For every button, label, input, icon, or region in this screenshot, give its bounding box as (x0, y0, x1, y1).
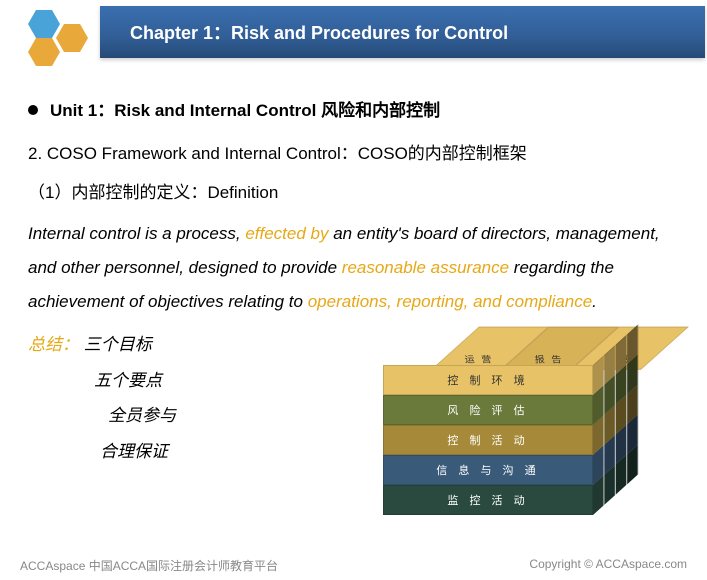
cube-front-layer-0: 控 制 环 境 (383, 365, 593, 395)
cube-side-col-2 (616, 334, 627, 494)
footer-right: Copyright © ACCAspace.com (529, 557, 687, 574)
cube-front-layer-2: 控 制 活 动 (383, 425, 593, 455)
definition-heading: （1）内部控制的定义：Definition (28, 178, 679, 203)
cube-front-layer-4: 监 控 活 动 (383, 485, 593, 515)
cube-top-face: 运 营报 告合 规 (431, 327, 689, 370)
unit-heading: Unit 1：Risk and Internal Control 风险和内部控制 (28, 96, 679, 121)
summary-item-1: 三个目标 (84, 335, 152, 354)
summary-label: 总结： (28, 335, 79, 354)
bullet-icon (28, 105, 38, 115)
cube-front-face: 控 制 环 境风 险 评 估控 制 活 动信 息 与 沟 通监 控 活 动 (383, 365, 593, 515)
cube-front-layer-3: 信 息 与 沟 通 (383, 455, 593, 485)
logo-hexagons (14, 6, 109, 81)
para-seg1: Internal control is a process, (28, 224, 245, 243)
footer: ACCAspace 中国ACCA国际注册会计师教育平台 Copyright © … (0, 557, 707, 574)
cube-side-col-0 (593, 355, 604, 515)
para-hl1: effected by (245, 224, 328, 243)
cube-side-col-3 (627, 324, 638, 484)
chapter-header: Chapter 1：Risk and Procedures for Contro… (100, 6, 705, 58)
cube-front-layer-1: 风 险 评 估 (383, 395, 593, 425)
slide-content: Unit 1：Risk and Internal Control 风险和内部控制… (0, 58, 707, 470)
section-2-heading: 2. COSO Framework and Internal Control：C… (28, 139, 679, 164)
summary-item-3: 全员参与 (108, 406, 176, 425)
summary-item-2: 五个要点 (94, 371, 162, 390)
unit-label: Unit 1：Risk and Internal Control 风险和内部控制 (50, 101, 440, 120)
cube-side-col-1 (604, 344, 615, 504)
definition-paragraph: Internal control is a process, effected … (28, 217, 679, 319)
chapter-title: Chapter 1：Risk and Procedures for Contro… (130, 19, 508, 45)
summary-list: 总结： 三个目标 五个要点 全员参与 合理保证 (28, 327, 328, 470)
summary-item-4: 合理保证 (100, 442, 168, 461)
para-hl2: reasonable assurance (342, 258, 509, 277)
coso-cube-diagram: 运 营报 告合 规 控 制 环 境风 险 评 估控 制 活 动信 息 与 沟 通… (328, 327, 679, 470)
footer-left: ACCAspace 中国ACCA国际注册会计师教育平台 (20, 557, 278, 574)
